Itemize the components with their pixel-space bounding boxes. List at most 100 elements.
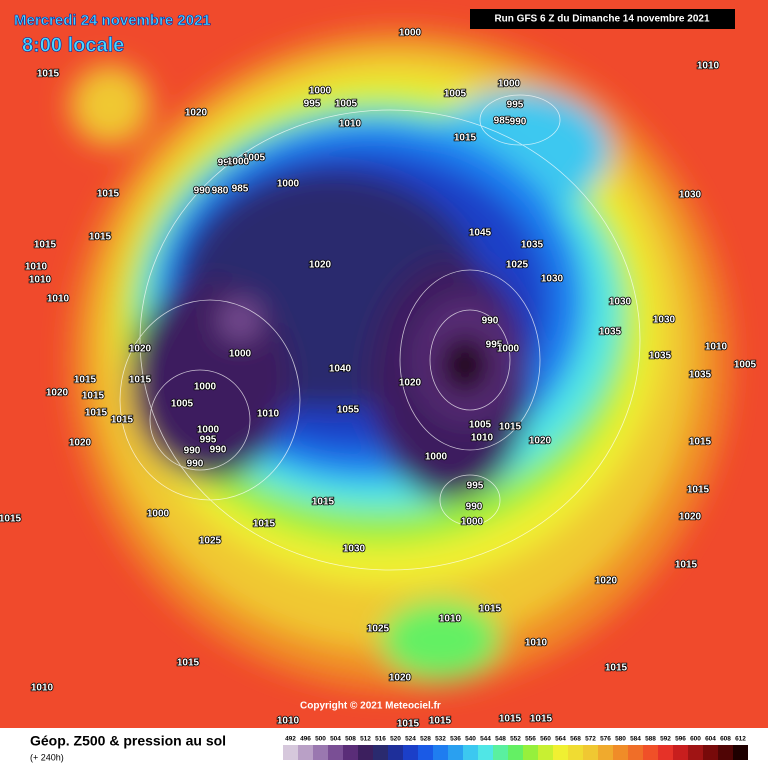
pressure-label: 1015 [479, 604, 502, 615]
pressure-label: 995 [304, 99, 321, 110]
colorbar-label: 588 [645, 736, 656, 743]
colorbar-swatch [313, 745, 328, 760]
colorbar-label: 560 [540, 736, 551, 743]
pressure-label: 1010 [471, 433, 494, 444]
run-box [470, 9, 735, 29]
pressure-label: 990 [482, 316, 499, 327]
colorbar-label: 584 [630, 736, 641, 743]
pressure-label: 1000 [498, 79, 521, 90]
colorbar-swatch [703, 745, 718, 760]
colorbar-swatch [598, 745, 613, 760]
pressure-label: 1025 [506, 260, 529, 271]
colorbar-swatch [658, 745, 673, 760]
pressure-label: 1000 [229, 349, 252, 360]
colorbar-label: 520 [390, 736, 401, 743]
pressure-label: 1020 [309, 260, 332, 271]
pressure-label: 1015 [253, 519, 276, 530]
colorbar-swatch [298, 745, 313, 760]
colorbar-label: 576 [600, 736, 611, 743]
pressure-label: 1005 [734, 360, 757, 371]
colorbar-swatch [283, 745, 298, 760]
pressure-label: 1035 [689, 370, 712, 381]
pressure-label: 1000 [309, 86, 332, 97]
pressure-label: 1025 [199, 536, 222, 547]
pressure-label: 985 [494, 116, 511, 127]
pressure-label: 1005 [243, 153, 266, 164]
pressure-label: 1030 [541, 274, 564, 285]
pressure-label: 1000 [197, 425, 220, 436]
pressure-label: 1000 [461, 517, 484, 528]
colorbar-label: 600 [690, 736, 701, 743]
time-title: 8:00 locale [22, 34, 124, 56]
colorbar-label: 556 [525, 736, 536, 743]
pressure-label: 1010 [31, 683, 54, 694]
pressure-label: 985 [232, 184, 249, 195]
colorbar-swatch [568, 745, 583, 760]
colorbar-label: 564 [555, 736, 566, 743]
footer-title: Géop. Z500 & pression au sol [30, 733, 226, 749]
colorbar-label: 528 [420, 736, 431, 743]
colorbar-swatch [343, 745, 358, 760]
pressure-label: 1015 [499, 714, 522, 725]
colorbar-label: 496 [300, 736, 311, 743]
footer-subtitle: (+ 240h) [30, 752, 64, 762]
pressure-label: 1005 [171, 399, 194, 410]
pressure-label: 1010 [25, 262, 48, 273]
pressure-label: 995 [200, 435, 217, 446]
pressure-label: 1015 [687, 485, 710, 496]
pressure-label: 1015 [689, 437, 712, 448]
colorbar-label: 524 [405, 736, 416, 743]
colorbar-label: 552 [510, 736, 521, 743]
pressure-label: 1015 [89, 232, 112, 243]
colorbar-label: 516 [375, 736, 386, 743]
pressure-label: 1035 [599, 327, 622, 338]
pressure-label: 995 [507, 100, 524, 111]
pressure-label: 1015 [0, 514, 22, 525]
colorbar-swatch [508, 745, 523, 760]
pressure-label: 1020 [399, 378, 422, 389]
pressure-label: 1015 [605, 663, 628, 674]
colorbar-swatch [478, 745, 493, 760]
pressure-label: 1015 [454, 133, 477, 144]
colorbar-swatch [673, 745, 688, 760]
colorbar-label: 532 [435, 736, 446, 743]
colorbar-label: 492 [285, 736, 296, 743]
pressure-label: 1000 [425, 452, 448, 463]
colorbar-label: 504 [330, 736, 341, 743]
pressure-label: 1015 [177, 658, 200, 669]
colorbar-swatch [493, 745, 508, 760]
pressure-label: 1020 [129, 344, 152, 355]
pressure-label: 990 [184, 446, 201, 457]
date-title: Mercredi 24 novembre 2021 [14, 12, 211, 29]
colorbar-label: 596 [675, 736, 686, 743]
pressure-label: 990 [187, 459, 204, 470]
pressure-label: 1015 [82, 391, 105, 402]
pressure-label: 1015 [530, 714, 553, 725]
pressure-label: 1010 [29, 275, 52, 286]
colorbar-swatch [403, 745, 418, 760]
colorbar-swatch [358, 745, 373, 760]
colorbar-swatch [418, 745, 433, 760]
pressure-label: 1005 [469, 420, 492, 431]
colorbar-swatch [553, 745, 568, 760]
pressure-label: 990 [210, 445, 227, 456]
pressure-label: 1000 [227, 157, 250, 168]
colorbar-label: 572 [585, 736, 596, 743]
colorbar-swatch [643, 745, 658, 760]
pressure-label: 1020 [529, 436, 552, 447]
colorbar-label: 512 [360, 736, 371, 743]
pressure-label: 1000 [497, 344, 520, 355]
pressure-label: 1010 [339, 119, 362, 130]
pressure-label: 990 [510, 117, 527, 128]
pressure-label: 995 [218, 158, 235, 169]
colorbar-swatch [688, 745, 703, 760]
pressure-label: 1015 [129, 375, 152, 386]
isobars [119, 94, 641, 571]
pressure-label: 1015 [312, 497, 335, 508]
run-info: Run GFS 6 Z du Dimanche 14 novembre 2021 [494, 14, 710, 25]
colorbar-swatch [733, 745, 748, 760]
pressure-label: 1000 [399, 28, 422, 39]
pressure-label: 990 [466, 502, 483, 513]
pressure-label: 1015 [74, 375, 97, 386]
